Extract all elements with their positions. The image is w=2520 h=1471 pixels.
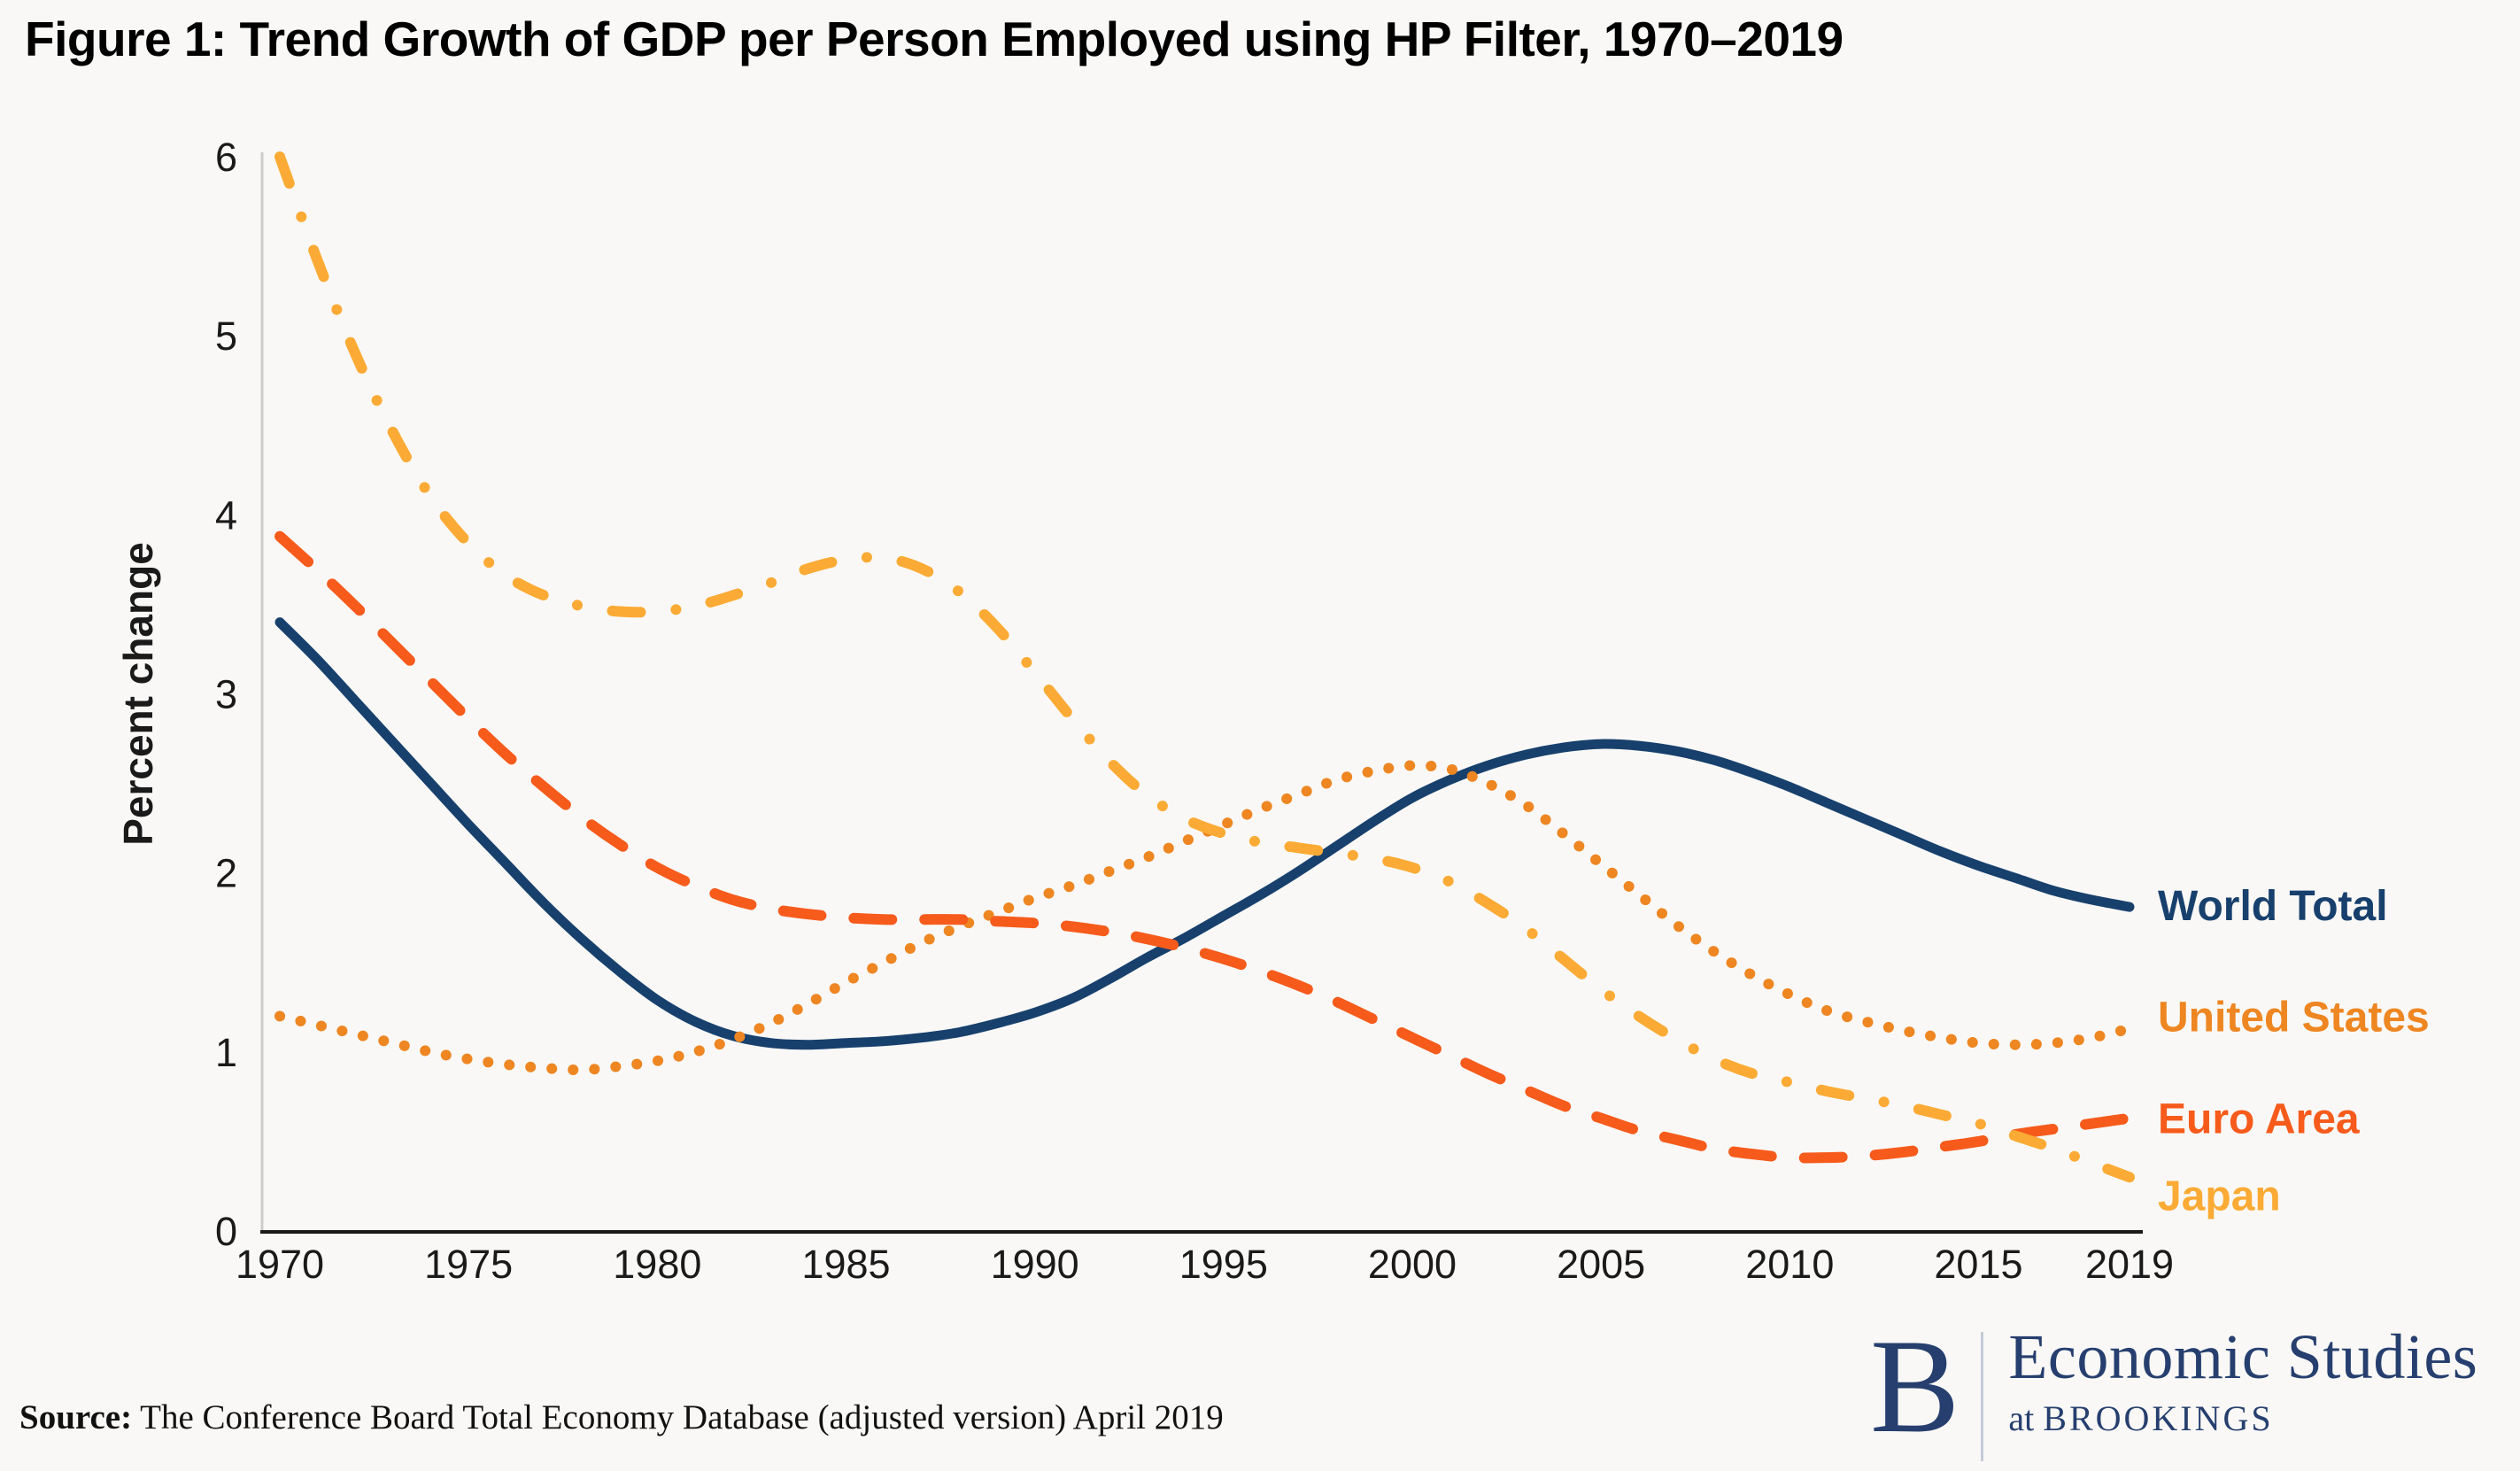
brookings-logo: B Economic Studies at BROOKINGS <box>1870 1312 2477 1461</box>
y-tick-label: 1 <box>215 1030 237 1075</box>
x-tick-label: 1970 <box>236 1242 324 1287</box>
logo-brookings-caps: BROOKINGS <box>2043 1398 2274 1438</box>
x-tick-label: 1985 <box>801 1242 890 1287</box>
legend-label-japan: Japan <box>2158 1173 2281 1219</box>
logo-at-brookings: at BROOKINGS <box>2008 1397 2477 1439</box>
y-tick-label: 3 <box>215 672 237 717</box>
logo-text: Economic Studies at BROOKINGS <box>2008 1325 2477 1439</box>
x-tick-label: 2019 <box>2085 1242 2174 1287</box>
source-label: Source: <box>19 1398 133 1436</box>
logo-at-prefix: at <box>2008 1398 2044 1438</box>
x-tick-label: 1975 <box>424 1242 513 1287</box>
source-note: Source: The Conference Board Total Econo… <box>19 1397 1224 1437</box>
source-text: The Conference Board Total Economy Datab… <box>132 1398 1224 1436</box>
brookings-logo-initial: B <box>1870 1312 1960 1460</box>
x-tick-label: 2015 <box>1934 1242 2022 1287</box>
y-axis-title: Percent change <box>115 542 161 846</box>
x-tick-label: 1995 <box>1179 1242 1268 1287</box>
legend-label-world-total: World Total <box>2158 883 2388 930</box>
y-tick-label: 4 <box>215 492 237 538</box>
logo-divider <box>1981 1332 1984 1461</box>
x-tick-label: 2000 <box>1368 1242 1457 1287</box>
logo-economic-studies: Economic Studies <box>2008 1321 2478 1392</box>
series-line-world-total <box>274 617 2135 1050</box>
x-tick-label: 2005 <box>1557 1242 1645 1287</box>
y-tick-label: 0 <box>215 1209 237 1254</box>
y-tick-label: 5 <box>215 314 237 359</box>
x-tick-label: 1980 <box>613 1242 701 1287</box>
y-tick-label: 2 <box>215 851 237 896</box>
legend-label-united-states: United States <box>2158 995 2430 1041</box>
figure-title: Figure 1: Trend Growth of GDP per Person… <box>25 12 1844 66</box>
series-line-japan <box>274 151 2135 1183</box>
series-line-euro-area <box>274 530 2135 1164</box>
legend-label-euro-area: Euro Area <box>2158 1096 2360 1143</box>
x-tick-label: 2010 <box>1745 1242 1834 1287</box>
y-tick-label: 6 <box>215 135 237 180</box>
x-tick-label: 1990 <box>991 1242 1079 1287</box>
